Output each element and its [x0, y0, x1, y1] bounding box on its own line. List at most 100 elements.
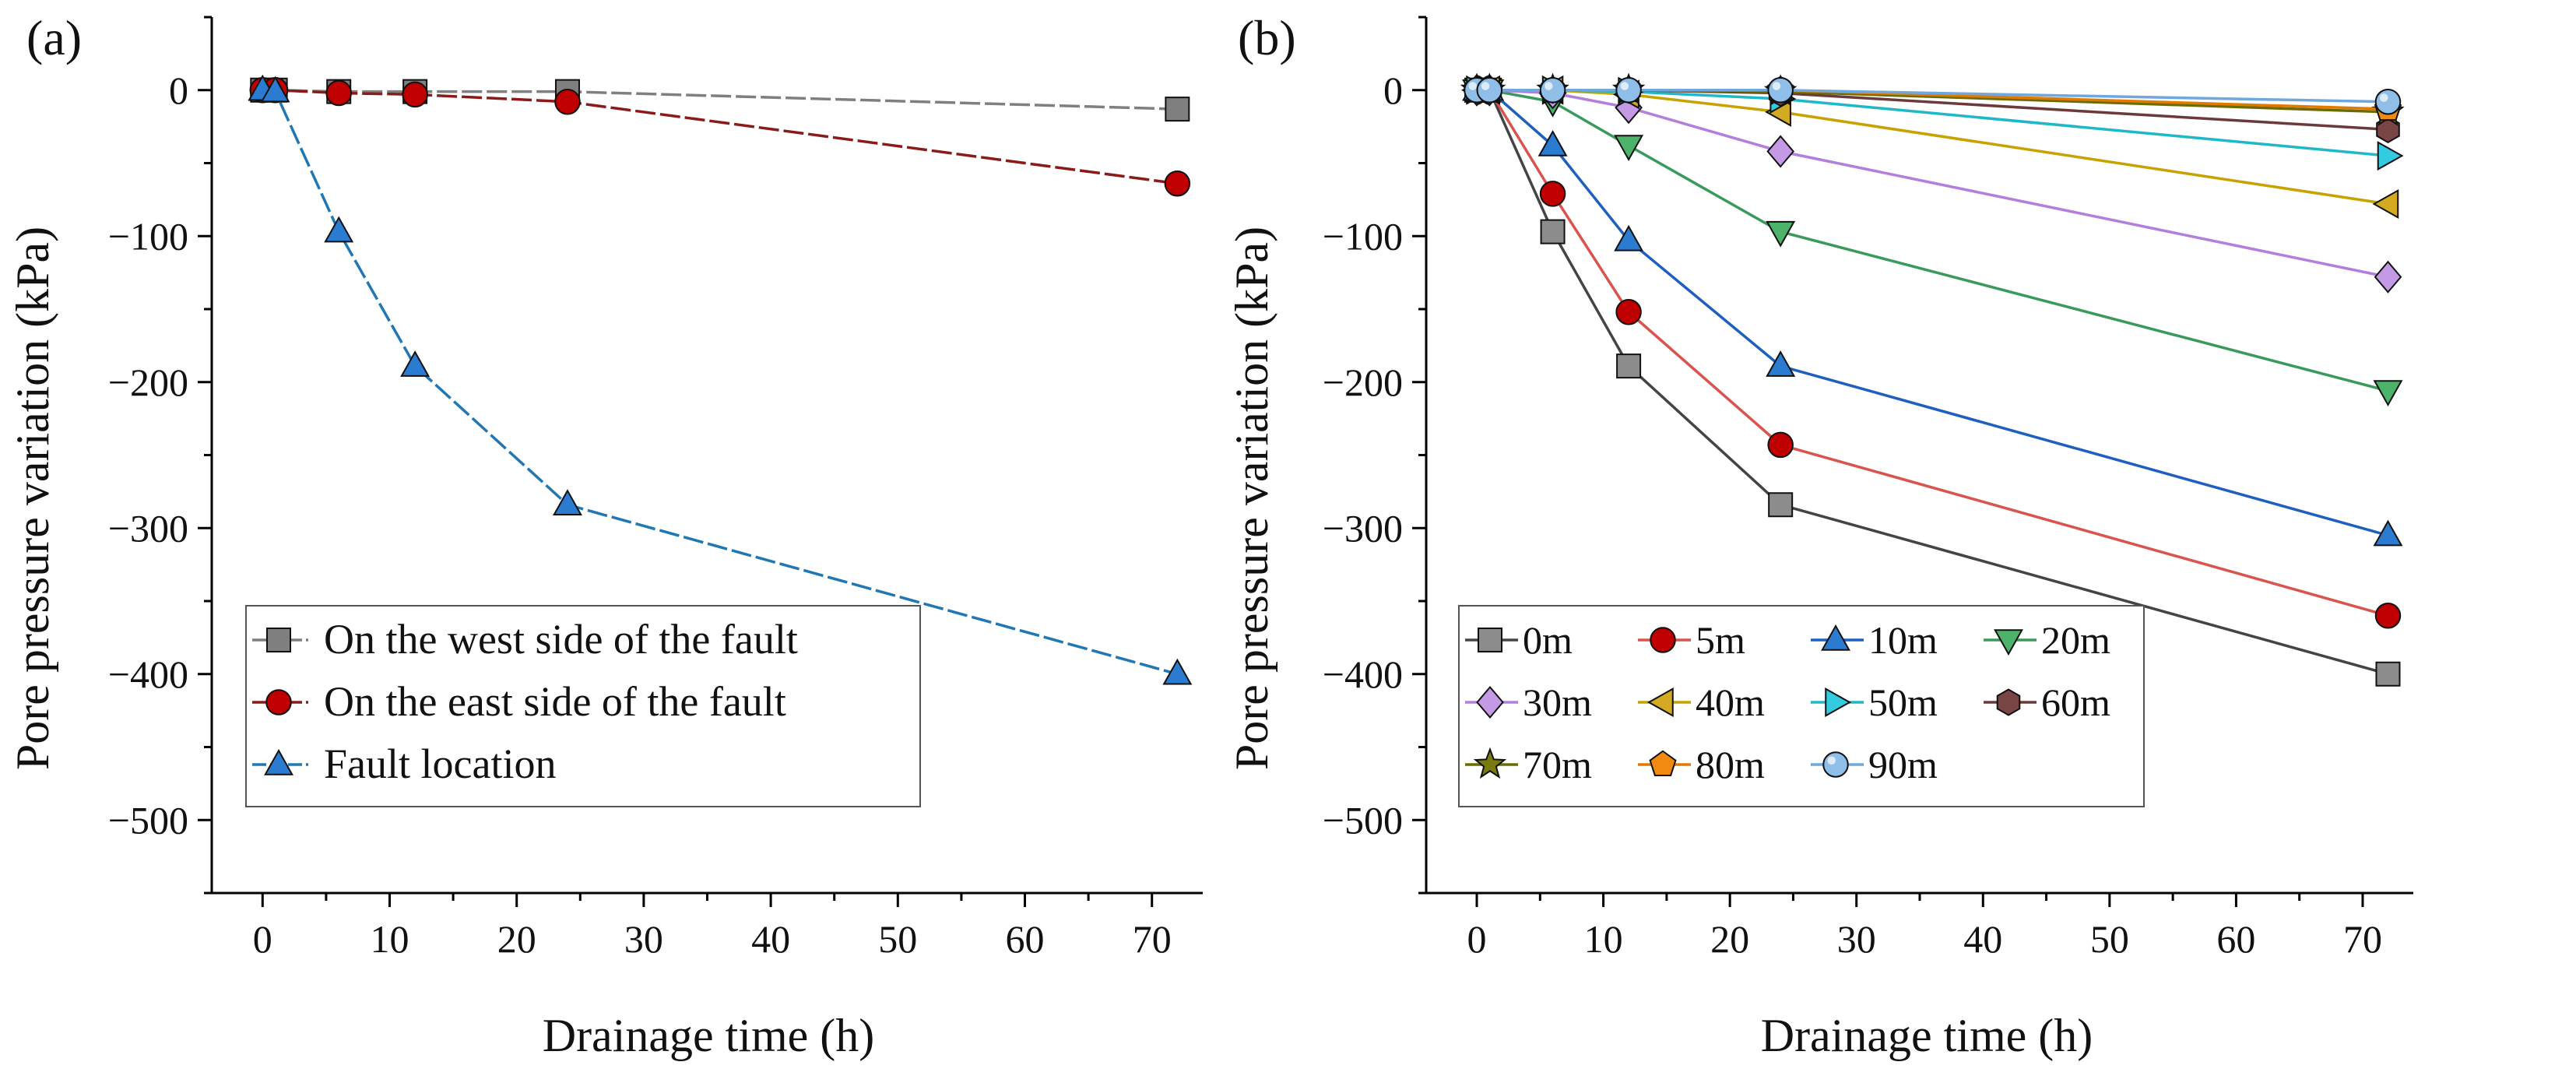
- y-tick-label: −300: [1323, 506, 1403, 550]
- x-tick-label: 60: [2216, 917, 2255, 961]
- panel-a-y-axis-title: Pore pressure variation (kPa): [7, 227, 58, 770]
- series-10m-point: [1614, 224, 1644, 251]
- series-20m-point: [1766, 220, 1796, 248]
- x-tick-label: 40: [751, 917, 790, 961]
- series-30m-point: [2374, 260, 2402, 294]
- series-0m-point: [1540, 219, 1566, 244]
- series-10m-point: [2373, 519, 2403, 547]
- y-tick-label: −500: [108, 798, 188, 842]
- series-10m-point: [1766, 350, 1796, 377]
- series-on-the-west-side-of-the-fault-point: [1165, 97, 1190, 122]
- panel-b-series: [1460, 72, 2405, 687]
- y-tick-label: 0: [1383, 69, 1403, 112]
- series-fault-location-point: [553, 489, 582, 515]
- series-90m-point-highlight: [1481, 82, 1490, 90]
- y-tick-label: −100: [1323, 214, 1403, 258]
- y-tick-label: −200: [1323, 360, 1403, 404]
- x-tick-label: 20: [1710, 917, 1749, 961]
- series-0m-point: [1768, 492, 1794, 518]
- series-90m-point: [2374, 89, 2402, 115]
- legend-90m-marker-highlight: [1827, 756, 1836, 765]
- legend-10m-label: 10m: [1868, 618, 1938, 662]
- x-tick-label: 50: [878, 917, 917, 961]
- legend-80m-marker: [1649, 750, 1677, 776]
- legend-on-the-east-side-of-the-fault-marker: [265, 689, 292, 716]
- panel-a-series: [248, 74, 1193, 685]
- series-20m-point: [2373, 380, 2403, 407]
- legend-0m-marker: [1478, 628, 1502, 652]
- legend-on-the-east-side-of-the-fault-label: On the east side of the fault: [324, 678, 786, 725]
- series-5m-point: [1767, 431, 1794, 459]
- series-90m-point: [1615, 77, 1642, 104]
- series-90m-point: [1767, 77, 1794, 104]
- legend-30m-label: 30m: [1523, 680, 1592, 724]
- panel-a-x-axis-title: Drainage time (h): [543, 1010, 874, 1061]
- series-20m-point: [1614, 135, 1644, 162]
- y-tick-label: −500: [1323, 798, 1403, 842]
- panel-a-label: (a): [26, 10, 82, 65]
- legend-70m-label: 70m: [1523, 743, 1592, 786]
- series-0m-point: [2375, 661, 2401, 687]
- legend-40m-label: 40m: [1696, 680, 1765, 724]
- series-40m-point: [2372, 189, 2399, 219]
- x-tick-label: 60: [1006, 917, 1045, 961]
- series-50m-point: [2377, 141, 2404, 171]
- series-90m-point-highlight: [1772, 82, 1781, 90]
- panel-a-chart: (a) Drainage time (h) Pore pressure vari…: [7, 10, 1203, 1061]
- series-90m-point: [1476, 77, 1503, 104]
- x-tick-label: 50: [2090, 917, 2129, 961]
- legend-50m-label: 50m: [1868, 680, 1938, 724]
- legend-5m-marker: [1650, 627, 1676, 653]
- x-tick-label: 30: [1837, 917, 1876, 961]
- series-on-the-east-side-of-the-fault-point: [1164, 171, 1191, 197]
- series-30m-point: [1766, 135, 1794, 168]
- series-fault-location-point: [1162, 658, 1193, 685]
- legend-30m-marker: [1476, 685, 1504, 719]
- series-10m-point: [1538, 129, 1568, 156]
- legend-10m-marker: [1821, 624, 1850, 651]
- series-on-the-east-side-of-the-fault-point: [554, 89, 581, 115]
- series-90m-point-highlight: [1545, 82, 1553, 90]
- series-fault-location-point: [324, 216, 354, 243]
- legend-fault-location-marker: [264, 748, 293, 775]
- series-60m-point: [2376, 115, 2400, 144]
- series-fault-location-point: [400, 350, 431, 377]
- panel-b-label: (b): [1238, 10, 1296, 65]
- series-90m-point-highlight: [2379, 93, 2388, 102]
- series-5m-point: [2374, 603, 2402, 629]
- x-tick-label: 40: [1963, 917, 2002, 961]
- y-tick-label: −300: [108, 506, 188, 550]
- legend-box: [1458, 605, 2145, 807]
- x-tick-label: 0: [253, 917, 272, 961]
- series-90m-point: [1539, 77, 1566, 104]
- series-on-the-east-side-of-the-fault-point: [325, 79, 352, 107]
- legend-70m-marker: [1473, 747, 1507, 779]
- series-5m-point: [1539, 181, 1566, 207]
- series-0m-line: [1477, 89, 2388, 676]
- y-tick-label: −100: [108, 214, 188, 258]
- legend-20m-marker: [1994, 629, 2023, 656]
- x-tick-label: 20: [497, 917, 536, 961]
- panel-b-chart: (b) Drainage time (h) Pore pressure vari…: [1226, 10, 2413, 1061]
- panel-b-ticks: 0 10 20 30 40 50 60 70 0 −100 −200 −300 −400 −500: [1323, 16, 2382, 961]
- x-tick-label: 70: [2343, 917, 2382, 961]
- series-10m-line: [1477, 89, 2388, 537]
- legend-0m-label: 0m: [1523, 618, 1573, 662]
- panel-b-x-axis-title: Drainage time (h): [1761, 1010, 2093, 1061]
- series-5m-line: [1477, 89, 2388, 617]
- series-fault-location-point: [260, 76, 290, 103]
- series-5m-point: [1615, 299, 1642, 325]
- legend-40m-marker: [1646, 687, 1674, 717]
- panel-a-legend: On the west side of the fault On the east…: [245, 605, 921, 807]
- panel-a-ticks: 0 10 20 30 40 50 60 70 0 −100 −200 −300 −400 −500: [108, 16, 1172, 961]
- series-90m-point-highlight: [1620, 82, 1629, 90]
- series-0m-point: [1616, 353, 1642, 379]
- y-tick-label: −400: [108, 652, 188, 696]
- legend-90m-label: 90m: [1868, 743, 1938, 786]
- legend-60m-label: 60m: [2041, 680, 2110, 724]
- y-tick-label: 0: [169, 69, 188, 112]
- legend-90m-marker: [1822, 751, 1849, 778]
- x-tick-label: 10: [1584, 917, 1623, 961]
- legend-60m-marker: [1996, 688, 2021, 716]
